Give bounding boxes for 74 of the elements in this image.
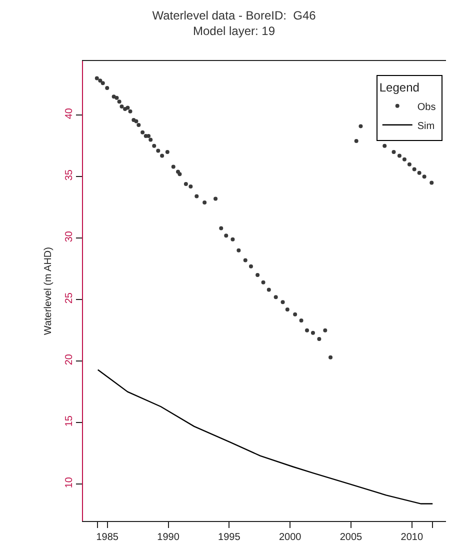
point	[422, 174, 426, 179]
point	[354, 138, 358, 143]
point	[392, 150, 396, 154]
y-tick-label: 10	[64, 476, 75, 488]
point	[317, 336, 322, 341]
point	[358, 124, 363, 128]
x-tick-label: 1985	[96, 532, 119, 543]
point	[285, 307, 290, 312]
point	[194, 194, 199, 198]
y-tick-label: 30	[64, 230, 75, 242]
point	[224, 234, 228, 238]
point	[412, 167, 416, 172]
point	[160, 154, 164, 158]
point	[323, 328, 328, 332]
point	[236, 248, 241, 252]
point	[328, 355, 333, 360]
point	[266, 288, 271, 292]
y-tick-label: 40	[64, 108, 75, 120]
y-tick-label: 20	[64, 354, 75, 366]
point	[310, 330, 315, 335]
point	[407, 162, 412, 166]
point	[148, 138, 153, 142]
point	[243, 258, 248, 262]
point	[188, 184, 193, 188]
x-tick-label: 1990	[157, 532, 180, 543]
point	[219, 226, 224, 230]
point	[256, 273, 260, 278]
point	[171, 164, 176, 169]
point	[100, 81, 105, 86]
x-tick-label: 2005	[340, 532, 363, 543]
x-tick-label: 2010	[400, 532, 424, 543]
y-tick-label: 15	[64, 415, 75, 427]
point	[152, 144, 156, 148]
point	[293, 312, 298, 316]
point	[98, 78, 102, 83]
point	[165, 150, 170, 154]
x-tick-label: 2000	[278, 532, 302, 543]
point	[261, 280, 266, 284]
point	[397, 154, 402, 158]
point	[202, 200, 207, 204]
y-tick-label: 35	[64, 169, 75, 181]
point	[184, 182, 188, 186]
point	[156, 148, 160, 153]
legend-label: Sim	[417, 120, 435, 132]
point	[128, 109, 132, 114]
line-series	[97, 369, 434, 504]
point	[136, 122, 141, 127]
point	[417, 170, 422, 175]
y-tick-label: 25	[64, 292, 75, 304]
chart-title: Waterlevel data - BoreID: G46 Model layer: 19	[152, 8, 316, 38]
point	[382, 144, 387, 148]
point	[230, 237, 235, 242]
point	[248, 264, 253, 268]
point	[178, 172, 182, 176]
point	[146, 134, 151, 138]
point	[134, 119, 138, 124]
point	[140, 130, 145, 134]
legend-label: Obs	[417, 102, 436, 113]
point	[430, 180, 434, 185]
y-axis-title: Waterlevel (m AHD)	[43, 247, 54, 335]
point	[274, 295, 278, 300]
point	[105, 86, 110, 90]
legend-title: Legend	[379, 80, 420, 94]
point	[117, 100, 122, 104]
x-tick-label: 1995	[218, 532, 241, 543]
point	[299, 318, 304, 323]
point	[120, 104, 124, 109]
point	[214, 196, 218, 201]
point	[305, 328, 310, 332]
point	[402, 157, 406, 162]
point	[126, 106, 130, 110]
point	[280, 300, 285, 304]
point	[94, 76, 99, 80]
point	[114, 96, 119, 100]
